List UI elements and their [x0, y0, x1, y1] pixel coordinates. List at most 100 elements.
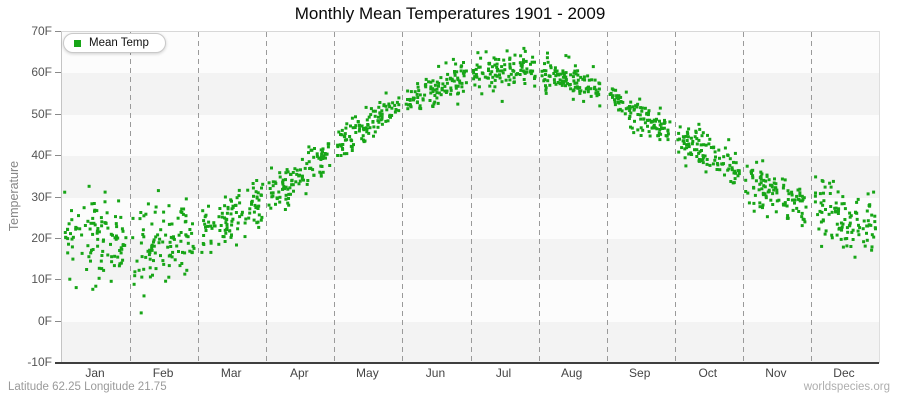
- scatter-point: [63, 231, 67, 234]
- scatter-point: [500, 65, 504, 69]
- scatter-point: [66, 227, 69, 231]
- scatter-point: [728, 157, 732, 161]
- scatter-point: [376, 119, 380, 123]
- scatter-point: [560, 82, 564, 85]
- scatter-point: [300, 177, 304, 181]
- scatter-point: [571, 75, 575, 79]
- scatter-point: [90, 202, 94, 206]
- scatter-point: [380, 117, 384, 121]
- scatter-point: [454, 62, 458, 66]
- scatter-point: [646, 124, 649, 128]
- scatter-point: [247, 216, 251, 220]
- scatter-point: [500, 80, 504, 84]
- scatter-point: [384, 104, 388, 108]
- scatter-point: [97, 266, 101, 270]
- scatter-point: [394, 108, 398, 111]
- scatter-point: [142, 267, 146, 271]
- scatter-point: [183, 251, 187, 255]
- scatter-point: [431, 87, 435, 91]
- y-tick-mark: [55, 155, 61, 157]
- scatter-point: [294, 180, 298, 184]
- scatter-point: [158, 237, 162, 241]
- scatter-point: [133, 274, 137, 278]
- scatter-point: [524, 59, 528, 63]
- scatter-point: [573, 85, 577, 89]
- scatter-point: [167, 222, 171, 226]
- scatter-point: [448, 77, 452, 81]
- scatter-point: [849, 245, 853, 248]
- scatter-point: [658, 106, 662, 110]
- scatter-point: [340, 128, 344, 132]
- scatter-point: [503, 68, 507, 72]
- scatter-point: [415, 92, 419, 96]
- scatter-point: [118, 249, 122, 252]
- scatter-point: [120, 227, 124, 231]
- scatter-point: [594, 88, 598, 92]
- scatter-point: [418, 106, 422, 110]
- scatter-point: [417, 89, 421, 93]
- scatter-point: [110, 255, 114, 259]
- scatter-point: [167, 204, 171, 208]
- scatter-point: [616, 97, 620, 101]
- x-axis-line: [55, 362, 879, 364]
- scatter-point: [255, 179, 259, 182]
- scatter-point: [246, 188, 250, 192]
- scatter-point: [184, 197, 188, 201]
- scatter-point: [90, 248, 93, 252]
- scatter-point: [190, 250, 194, 254]
- scatter-point: [439, 93, 443, 97]
- scatter-point: [727, 138, 731, 142]
- scatter-point: [268, 187, 272, 190]
- scatter-point: [101, 249, 105, 253]
- scatter-point: [91, 248, 95, 251]
- scatter-point: [436, 101, 440, 105]
- scatter-point: [209, 224, 212, 228]
- scatter-point: [628, 109, 632, 112]
- scatter-point: [663, 118, 666, 122]
- scatter-point: [343, 138, 347, 142]
- scatter-point: [100, 220, 104, 224]
- scatter-point: [152, 240, 155, 244]
- scatter-point: [638, 97, 642, 101]
- scatter-point: [336, 154, 340, 157]
- scatter-point: [698, 150, 702, 154]
- scatter-point: [583, 90, 586, 94]
- scatter-point: [843, 218, 847, 221]
- scatter-point: [223, 240, 227, 243]
- scatter-point: [406, 107, 410, 111]
- scatter-point: [843, 207, 847, 211]
- scatter-point: [240, 210, 244, 214]
- scatter-point: [342, 152, 346, 156]
- scatter-point: [304, 192, 308, 196]
- scatter-point: [104, 221, 108, 225]
- scatter-point: [562, 81, 566, 85]
- scatter-point: [662, 126, 666, 130]
- scatter-point: [597, 87, 601, 91]
- scatter-point: [300, 157, 304, 161]
- scatter-point: [818, 192, 822, 196]
- scatter-point: [752, 201, 756, 205]
- scatter-point: [148, 275, 152, 279]
- scatter-point: [366, 123, 370, 127]
- scatter-point: [307, 151, 310, 155]
- scatter-point: [170, 222, 174, 226]
- chart-title: Monthly Mean Temperatures 1901 - 2009: [294, 4, 606, 23]
- scatter-point: [619, 95, 623, 99]
- scatter-point: [487, 67, 490, 71]
- scatter-point: [202, 234, 206, 237]
- scatter-point: [715, 162, 719, 165]
- scatter-point: [518, 61, 522, 65]
- scatter-point: [358, 127, 362, 131]
- scatter-point: [867, 223, 871, 227]
- scatter-point: [549, 66, 553, 70]
- scatter-point: [755, 160, 759, 164]
- scatter-point: [573, 69, 577, 73]
- scatter-point: [488, 72, 492, 76]
- scatter-point: [433, 88, 437, 92]
- scatter-point: [490, 70, 494, 74]
- scatter-point: [640, 106, 644, 110]
- scatter-point: [855, 217, 859, 221]
- scatter-point: [729, 180, 733, 183]
- scatter-point: [623, 112, 627, 116]
